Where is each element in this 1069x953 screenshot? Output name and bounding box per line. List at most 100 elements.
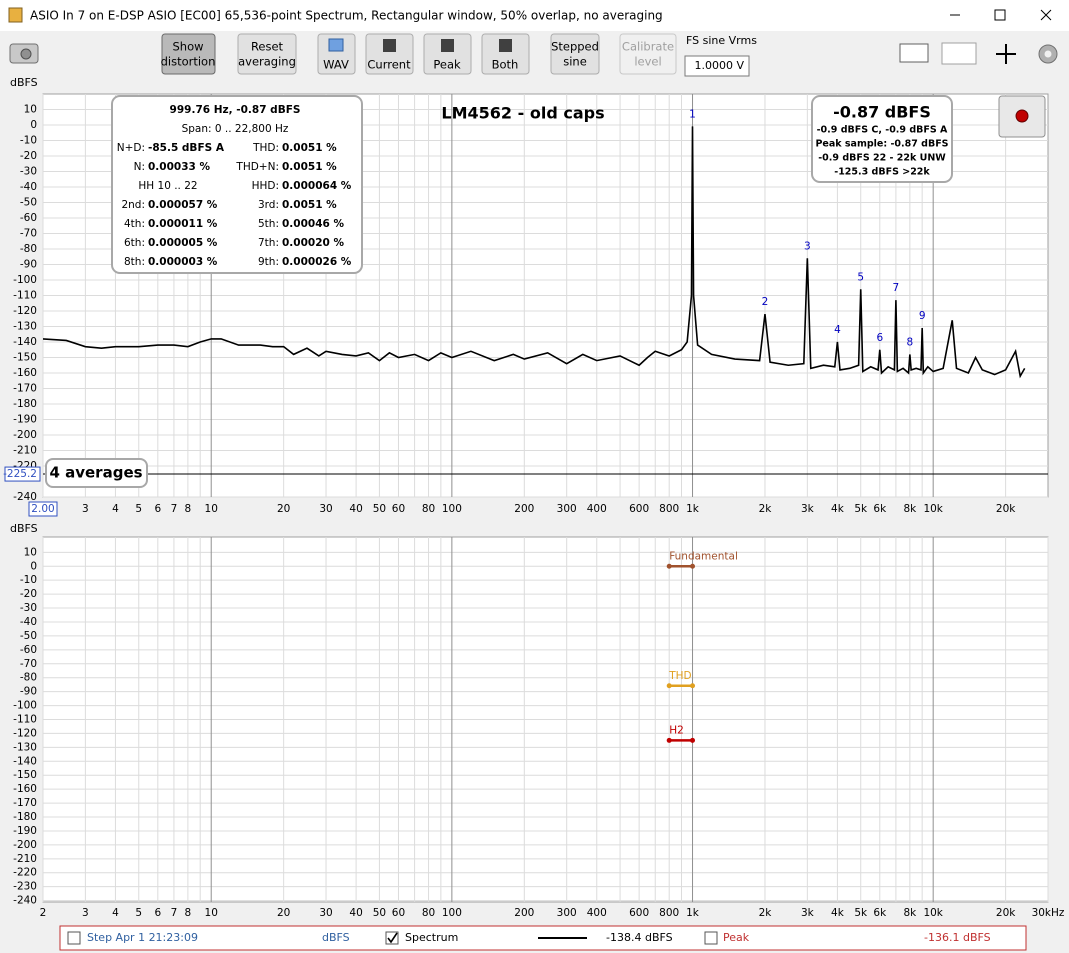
x-tick-label: 50 [373,503,386,515]
stat-label: 6th: [124,237,145,249]
columns-icon[interactable] [941,42,977,65]
harmonic-label: 4 [834,324,841,336]
stat-value: 0.0051 % [282,142,337,154]
x-tick-label: 6 [154,503,161,515]
y-tick-label: -160 [13,367,37,379]
y-tick-label: -120 [13,727,37,739]
series-label: H2 [669,724,684,736]
y-tick-label: 10 [24,546,37,558]
close[interactable] [1040,9,1052,21]
button-label: distortion [161,55,216,69]
current-button[interactable] [365,33,414,75]
stats-header: 999.76 Hz, -0.87 dBFS [170,104,301,116]
checkbox[interactable] [704,931,718,945]
peak-label: Peak [723,931,750,944]
y-tick-label: 0 [30,560,37,572]
x-tick-label: 800 [659,503,679,515]
layout-icon[interactable] [899,43,929,63]
x-tick-label: 20k [996,503,1016,515]
peak-button[interactable] [423,33,472,75]
y-tick-label: -160 [13,783,37,795]
harmonic-label: 9 [919,310,926,322]
show-distortion-button[interactable] [161,33,216,75]
button-label: Current [367,58,411,72]
stat-label: 5th: [258,218,279,230]
harmonic-label: 7 [893,282,900,294]
checkbox[interactable] [67,931,81,945]
stat-value: -85.5 dBFS A [148,142,225,154]
x-tick-label: 30 [319,503,332,515]
series-label: THD [668,670,691,682]
both-button[interactable] [481,33,530,75]
x-tick-label: 8k [903,907,917,919]
x-tick-label: 200 [514,907,534,919]
calibrate-button[interactable] [619,33,677,75]
y-tick-label: -50 [20,197,37,209]
y-tick-label: -210 [13,445,37,457]
y-tick-label: -100 [13,700,37,712]
harmonic-label: 8 [907,336,914,348]
y-tick-label: -140 [13,755,37,767]
y-tick-label: -20 [20,150,37,162]
y-tick-label: -200 [13,429,37,441]
x-tick-label: 100 [442,503,462,515]
x-tick-label: 4k [831,503,845,515]
x-tick-label: 800 [659,907,679,919]
button-label: averaging [238,55,296,69]
stat-label: 8th: [124,256,145,268]
button-label: Stepped [551,40,599,54]
stat-value: 0.0051 % [282,161,337,173]
y-tick-label: -140 [13,336,37,348]
x-tick-label: 8k [903,503,917,515]
x-tick-label: 200 [514,503,534,515]
y-tick-label: -20 [20,588,37,600]
stat-value: 0.00033 % [148,161,210,173]
x-tick-label: 80 [422,503,435,515]
y-tick-label: 10 [24,104,37,116]
x-tick-label: 5k [854,907,868,919]
x-tick-label: 5k [854,503,868,515]
button-label: Reset [251,40,284,54]
y-tick-label: -80 [20,672,37,684]
spectrum-level: -138.4 dBFS [606,931,673,944]
harmonic-label: 2 [762,296,769,308]
stats-panel: 999.76 Hz, -0.87 dBFS Span: 0 .. 22,800 … [111,95,363,274]
y-tick-label: -90 [20,259,37,271]
icon [328,38,344,52]
y-tick-label: 0 [30,119,37,131]
y-tick-label: -150 [13,769,37,781]
x-tick-label: 40 [349,907,362,919]
stat-value: 0.0051 % [282,199,337,211]
stat-label: HHD: [252,180,279,192]
x-tick-label: 60 [392,503,405,515]
stat-label: 3rd: [258,199,279,211]
stat-label: HH 10 .. 22 [138,180,197,192]
stepped-sine-button[interactable] [550,33,600,75]
x-tick-label: 8 [185,907,192,919]
fs-input[interactable] [684,55,750,77]
chart-title: LM4562 - old caps [441,104,604,123]
y-axis-label: dBFS [10,76,38,89]
harmonic-label: 5 [857,271,864,283]
y-tick-label: -130 [13,741,37,753]
icon [383,39,396,52]
y-tick-label: -30 [20,602,37,614]
y-tick-label: -190 [13,825,37,837]
reset-averaging-button[interactable] [237,33,297,75]
x-tick-label: 10k [923,503,943,515]
series-line [43,126,1026,379]
stat-value: 0.000003 % [148,256,218,268]
x-tick-label: 2 [40,907,47,919]
maximize[interactable] [994,9,1006,21]
wav-button[interactable] [317,33,356,75]
series-point [666,683,672,689]
y-tick-label: -220 [13,867,37,879]
y-tick-label: -180 [13,811,37,823]
move-icon[interactable] [996,44,1016,64]
y-tick-label: -130 [13,321,37,333]
x-tick-label: 8 [185,503,192,515]
readout-box [811,95,953,183]
step-label: Step Apr 1 21:23:09 [87,931,198,944]
x-tick-label: 4k [831,907,845,919]
